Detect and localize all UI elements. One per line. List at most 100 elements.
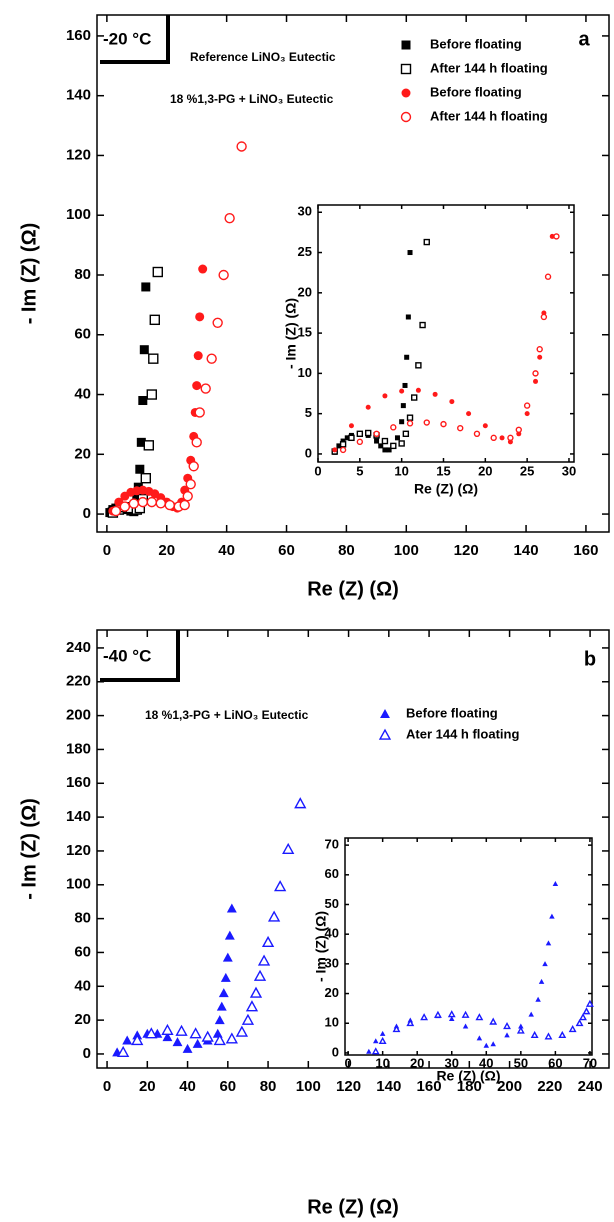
point <box>175 1024 188 1036</box>
point <box>482 423 488 429</box>
point <box>489 1017 498 1025</box>
point <box>373 430 380 438</box>
point <box>378 443 384 449</box>
point <box>267 910 281 922</box>
x-tick-label: 240 <box>578 1078 603 1095</box>
point <box>399 388 405 394</box>
x-tick-label: 25 <box>520 463 534 478</box>
x-tick-label: 10 <box>375 1055 389 1070</box>
point <box>182 490 193 502</box>
point <box>206 353 217 364</box>
y-tick-label: 140 <box>66 808 91 825</box>
x-tick-label: 5 <box>356 463 363 478</box>
point <box>524 411 530 417</box>
point <box>400 403 406 409</box>
x-tick-label: 20 <box>139 1078 156 1095</box>
point <box>378 1036 387 1044</box>
point <box>224 213 235 224</box>
point <box>189 1027 202 1039</box>
point <box>533 378 539 384</box>
point <box>432 391 438 397</box>
legend-marker <box>400 63 412 75</box>
x-tick-label: 180 <box>457 1078 482 1095</box>
y-tick-label: 160 <box>66 774 91 791</box>
point <box>542 961 548 967</box>
point <box>348 423 354 429</box>
point <box>544 273 552 280</box>
x-tick-label: 0 <box>314 463 321 478</box>
point <box>235 1025 249 1037</box>
y-tick-label: 0 <box>83 1045 91 1062</box>
point <box>236 141 247 152</box>
point <box>540 313 548 321</box>
point <box>394 435 400 441</box>
point <box>148 353 159 364</box>
legend-marker <box>401 88 411 98</box>
point <box>420 1013 429 1021</box>
point <box>193 351 203 361</box>
y-tick-label: 25 <box>298 244 312 259</box>
point <box>128 498 140 509</box>
point <box>344 435 350 441</box>
x-tick-label: 40 <box>218 542 235 559</box>
point <box>191 437 202 448</box>
legend-marker <box>380 709 390 719</box>
point <box>201 1030 214 1042</box>
point <box>552 880 559 886</box>
point <box>457 424 464 432</box>
point <box>523 402 531 409</box>
y-tick-label: 100 <box>66 206 91 223</box>
point <box>538 978 545 984</box>
point <box>137 496 149 508</box>
point <box>462 1023 469 1029</box>
point <box>222 952 233 962</box>
x-tick-label: 50 <box>514 1055 528 1070</box>
y-axis-title: - Im (Z) (Ω) <box>18 223 40 325</box>
x-axis-title: Re (Z) (Ω) <box>307 1196 399 1218</box>
point <box>164 499 175 511</box>
y-tick-label: 80 <box>74 910 91 927</box>
x-tick-label: 20 <box>478 463 492 478</box>
point <box>423 419 430 426</box>
point <box>155 498 166 509</box>
x-tick-label: 80 <box>338 542 355 559</box>
point <box>366 1048 372 1054</box>
legend-group-label: 18 %1,3-PG + LiNO₃ Eutectic <box>145 708 309 722</box>
point <box>398 440 405 447</box>
point <box>216 1001 227 1011</box>
point <box>182 1043 193 1053</box>
x-tick-label: 0 <box>103 1078 111 1095</box>
point <box>161 1023 174 1036</box>
y-tick-label: 220 <box>66 673 91 690</box>
point <box>225 1032 238 1044</box>
y-tick-label: 20 <box>325 985 339 1000</box>
y-tick-label: 50 <box>325 896 339 911</box>
point <box>136 437 146 447</box>
point <box>544 1032 553 1040</box>
y-tick-label: 120 <box>66 146 91 163</box>
x-tick-label: 0 <box>103 542 111 559</box>
point <box>449 399 455 405</box>
point <box>475 1013 484 1021</box>
x-tick-label: 120 <box>454 542 479 559</box>
point <box>195 312 205 322</box>
point <box>518 1023 524 1029</box>
point <box>415 362 422 369</box>
point <box>536 346 543 353</box>
point <box>515 426 522 433</box>
legend-marker <box>378 728 392 740</box>
y-tick-label: 40 <box>74 977 91 994</box>
legend-marker <box>400 111 412 123</box>
point <box>356 430 364 438</box>
point <box>218 988 229 998</box>
point <box>568 1024 577 1033</box>
point <box>145 1027 158 1039</box>
point <box>407 250 413 256</box>
point <box>537 354 543 360</box>
x-axis-title: Re (Z) (Ω) <box>436 1068 500 1084</box>
point <box>372 1038 379 1044</box>
y-tick-label: 0 <box>83 505 91 522</box>
y-tick-label: 60 <box>325 866 339 881</box>
point <box>274 880 287 892</box>
